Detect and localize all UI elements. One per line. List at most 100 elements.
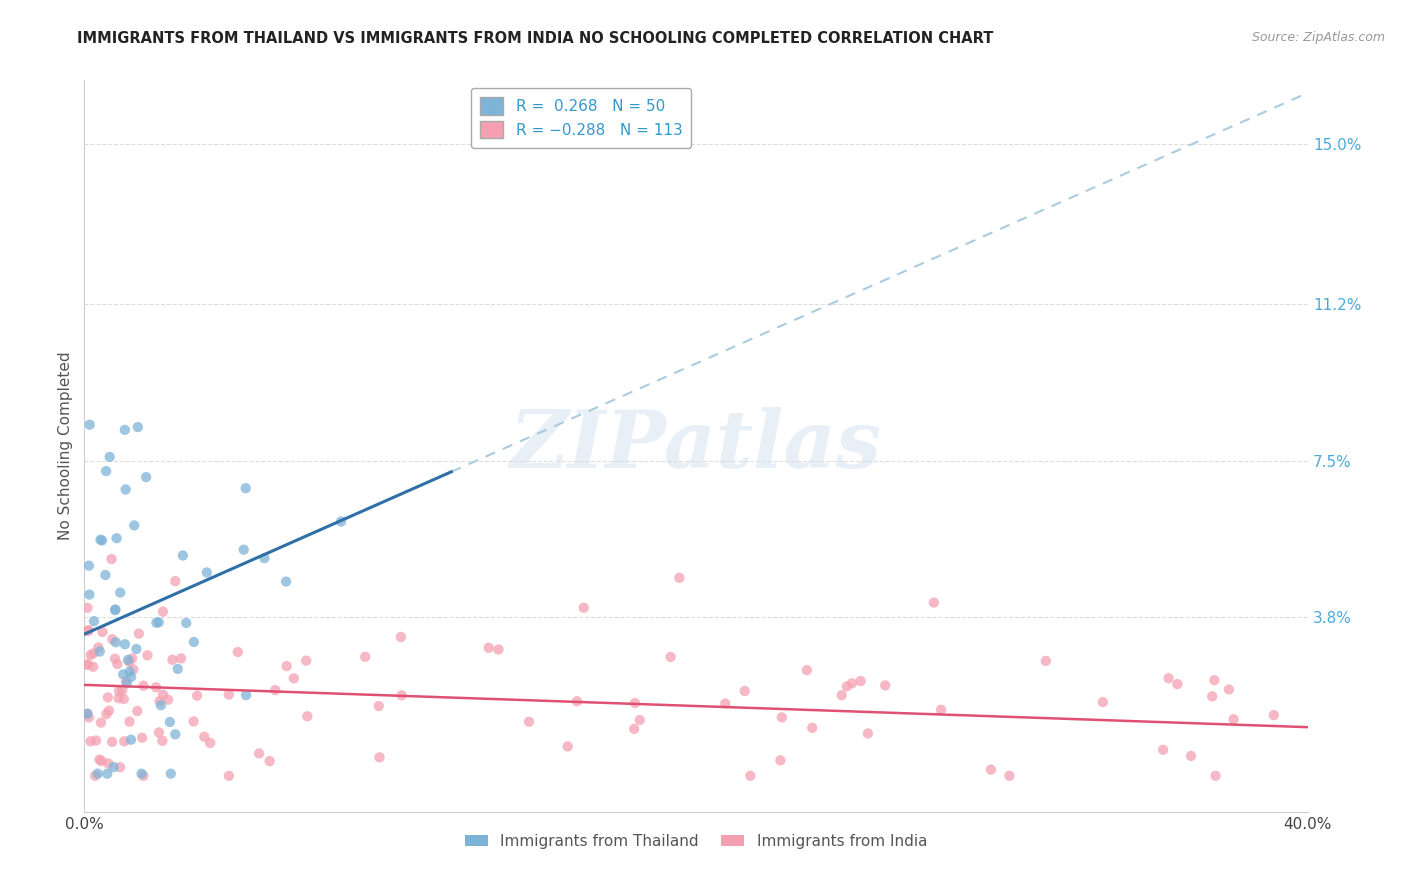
Point	[84, 769, 107, 783]
Point	[1152, 743, 1174, 757]
Point	[77, 558, 100, 573]
Point	[150, 733, 173, 747]
Point	[112, 692, 135, 706]
Point	[118, 714, 141, 729]
Point	[183, 714, 205, 729]
Text: IMMIGRANTS FROM THAILAND VS IMMIGRANTS FROM INDIA NO SCHOOLING COMPLETED CORRELA: IMMIGRANTS FROM THAILAND VS IMMIGRANTS F…	[77, 31, 994, 46]
Point	[218, 769, 240, 783]
Point	[148, 694, 170, 708]
Point	[264, 683, 287, 698]
Point	[801, 721, 824, 735]
Text: ZIPatlas: ZIPatlas	[510, 408, 882, 484]
Point	[368, 750, 391, 764]
Point	[121, 651, 143, 665]
Point	[79, 734, 101, 748]
Point	[114, 637, 136, 651]
Point	[157, 692, 180, 706]
Point	[295, 654, 318, 668]
Point	[98, 450, 121, 464]
Point	[79, 417, 101, 432]
Point	[283, 672, 305, 686]
Point	[1222, 712, 1244, 726]
Point	[145, 681, 167, 695]
Point	[117, 653, 139, 667]
Point	[79, 588, 101, 602]
Point	[120, 732, 142, 747]
Point	[82, 647, 104, 661]
Point	[84, 733, 107, 747]
Point	[831, 688, 853, 702]
Point	[172, 549, 194, 563]
Point	[734, 684, 756, 698]
Point	[980, 763, 1002, 777]
Point	[195, 566, 218, 580]
Point	[186, 689, 208, 703]
Point	[183, 635, 205, 649]
Point	[835, 679, 858, 693]
Point	[136, 648, 159, 663]
Point	[218, 688, 240, 702]
Point	[1205, 769, 1227, 783]
Point	[115, 674, 138, 689]
Point	[247, 747, 270, 761]
Point	[478, 640, 501, 655]
Y-axis label: No Schooling Completed: No Schooling Completed	[58, 351, 73, 541]
Point	[1218, 682, 1240, 697]
Point	[740, 769, 762, 783]
Point	[82, 659, 104, 673]
Point	[104, 603, 127, 617]
Point	[104, 651, 127, 665]
Point	[97, 690, 120, 705]
Point	[105, 531, 128, 545]
Point	[101, 632, 124, 647]
Point	[76, 706, 98, 721]
Point	[517, 714, 540, 729]
Point	[330, 515, 353, 529]
Point	[80, 648, 103, 662]
Point	[165, 727, 187, 741]
Point	[922, 596, 945, 610]
Point	[557, 739, 579, 754]
Point	[76, 600, 98, 615]
Point	[623, 722, 645, 736]
Point	[108, 585, 131, 599]
Point	[235, 688, 257, 702]
Point	[849, 674, 872, 689]
Point	[122, 518, 145, 533]
Point	[170, 651, 193, 665]
Point	[120, 670, 142, 684]
Point	[114, 483, 136, 497]
Point	[276, 659, 298, 673]
Point	[76, 657, 98, 672]
Point	[1035, 654, 1057, 668]
Point	[115, 676, 138, 690]
Point	[875, 678, 897, 692]
Point	[94, 464, 117, 478]
Point	[998, 769, 1021, 783]
Point	[107, 691, 129, 706]
Point	[91, 624, 114, 639]
Point	[77, 710, 100, 724]
Point	[77, 624, 100, 638]
Point	[135, 470, 157, 484]
Point	[354, 649, 377, 664]
Point	[108, 760, 131, 774]
Point	[929, 703, 952, 717]
Point	[198, 736, 221, 750]
Point	[165, 574, 187, 589]
Point	[1201, 690, 1223, 704]
Point	[152, 605, 174, 619]
Point	[122, 663, 145, 677]
Point	[112, 667, 135, 681]
Point	[1157, 671, 1180, 685]
Point	[108, 684, 131, 698]
Point	[226, 645, 249, 659]
Point	[160, 766, 183, 780]
Point	[1263, 708, 1285, 723]
Point	[770, 710, 793, 724]
Point	[98, 704, 121, 718]
Point	[125, 642, 148, 657]
Point	[104, 602, 127, 616]
Point	[100, 552, 122, 566]
Point	[391, 688, 413, 702]
